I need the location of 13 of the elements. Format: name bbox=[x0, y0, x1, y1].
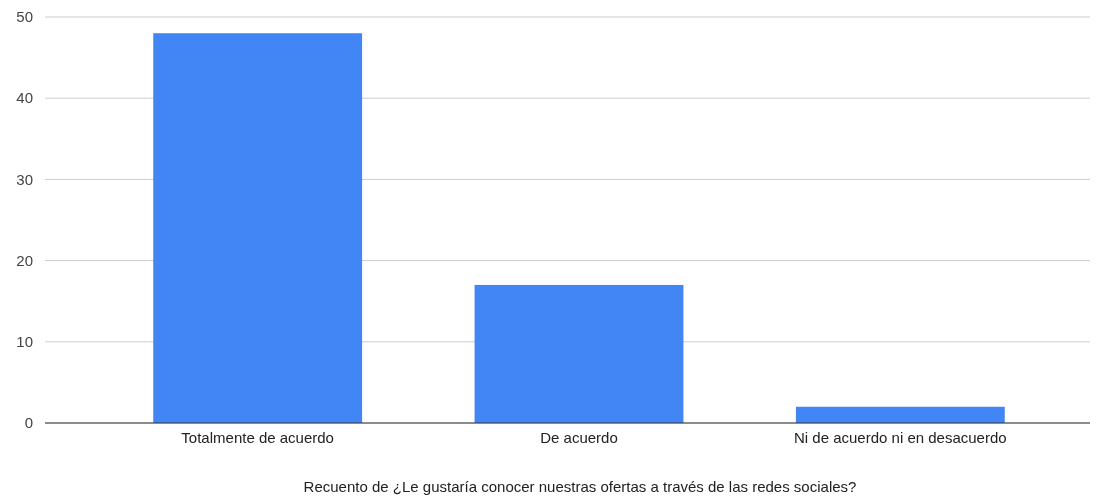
y-tick-label: 20 bbox=[16, 251, 33, 269]
y-tick-label: 30 bbox=[16, 170, 33, 188]
bar bbox=[474, 284, 684, 423]
x-tick-label: Totalmente de acuerdo bbox=[181, 429, 334, 446]
bar bbox=[153, 33, 363, 423]
y-tick-label: 40 bbox=[16, 89, 33, 107]
y-tick-label: 0 bbox=[24, 414, 33, 432]
y-tick-label: 10 bbox=[16, 333, 33, 351]
x-axis-title: Recuento de ¿Le gustaría conocer nuestras ofertas a través de las redes sociales? bbox=[303, 478, 857, 495]
x-tick-label: Ni de acuerdo ni en desacuerdo bbox=[794, 429, 1007, 446]
bar bbox=[795, 406, 1005, 423]
x-tick-label: De acuerdo bbox=[540, 429, 618, 446]
y-tick-label: 50 bbox=[16, 8, 33, 26]
